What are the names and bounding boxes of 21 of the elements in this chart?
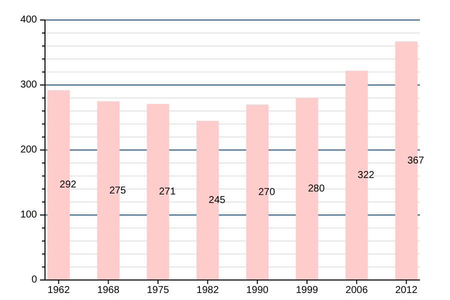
- y-tick-label: 200: [20, 144, 38, 156]
- data-label: 280: [308, 184, 326, 195]
- x-tick-label: 1990: [246, 285, 269, 296]
- x-tick-label: 1975: [146, 285, 170, 296]
- data-label: 367: [407, 155, 424, 166]
- data-label: 322: [358, 170, 375, 181]
- data-label: 271: [158, 186, 176, 198]
- y-tick-label: 100: [20, 210, 38, 221]
- x-tick-label: 2012: [395, 285, 418, 296]
- y-tick-label: 400: [20, 14, 38, 26]
- x-tick-label: 1999: [296, 285, 319, 296]
- x-tick-label: 2006: [346, 285, 368, 296]
- x-tick-label: 1982: [196, 285, 220, 296]
- data-label: 292: [60, 180, 77, 191]
- data-label: 270: [258, 186, 276, 198]
- x-tick-label: 1968: [97, 285, 120, 296]
- data-label: 275: [109, 185, 126, 196]
- data-label: 245: [208, 195, 226, 206]
- y-tick-label: 0: [31, 274, 38, 286]
- x-tick-label: 1962: [48, 285, 70, 296]
- y-tick-label: 300: [20, 80, 38, 91]
